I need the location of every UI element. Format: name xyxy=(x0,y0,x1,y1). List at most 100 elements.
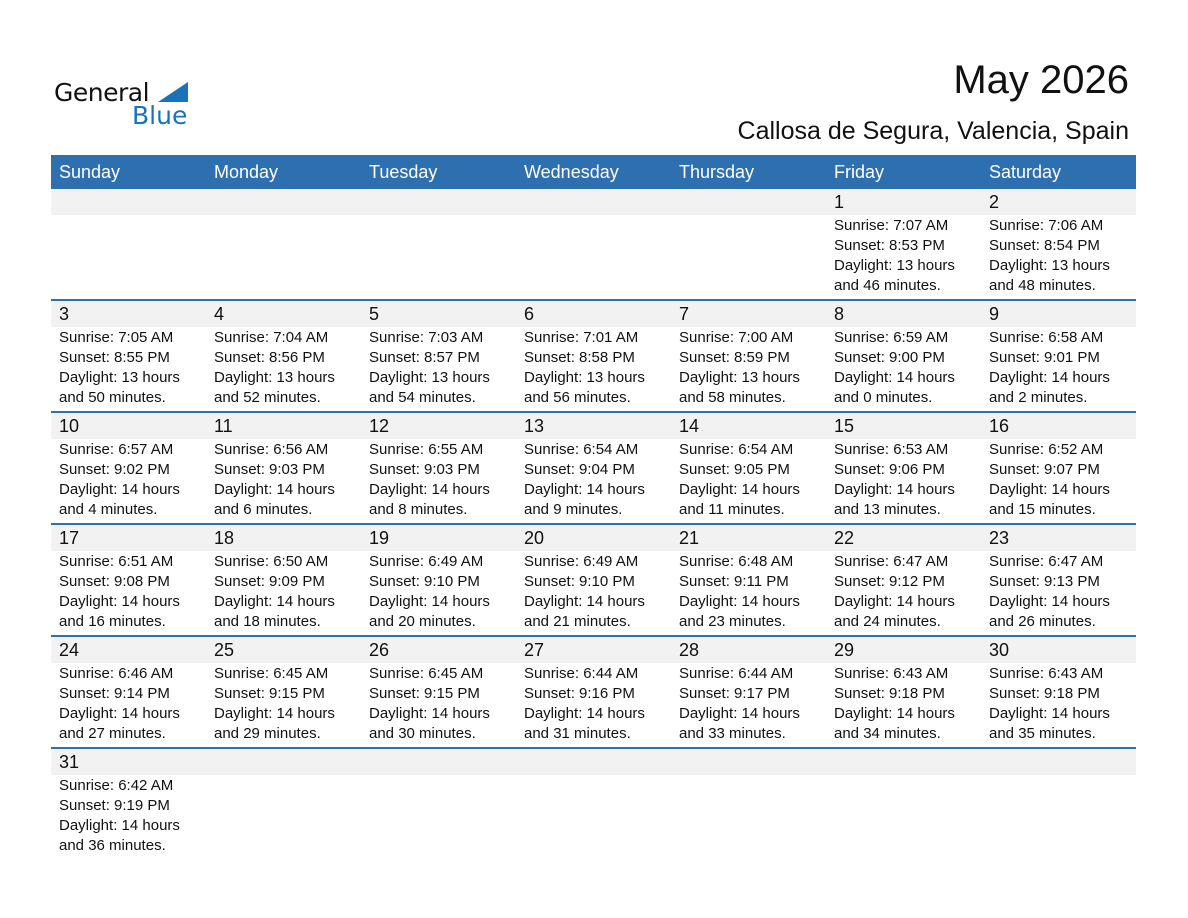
sunset-text: Sunset: 9:07 PM xyxy=(989,461,1100,478)
day-number: 9 xyxy=(981,301,1136,327)
day-info: Sunrise: 7:07 AM Sunset: 8:53 PM Daylight:… xyxy=(826,215,981,299)
sunrise-text: Sunrise: 6:48 AM xyxy=(679,553,794,570)
sunrise-text: Sunrise: 6:50 AM xyxy=(214,553,329,570)
daylight-text: Daylight: 14 hours xyxy=(524,481,645,498)
sunset-text: Sunset: 9:10 PM xyxy=(369,573,480,590)
daylight-text: Daylight: 14 hours xyxy=(524,593,645,610)
sunset-text: Sunset: 9:18 PM xyxy=(989,685,1100,702)
weekday-thursday: Thursday xyxy=(679,162,755,182)
minutes-text: and 23 minutes. xyxy=(679,613,786,630)
day-number xyxy=(516,749,671,775)
sunrise-text: Sunrise: 6:47 AM xyxy=(989,553,1104,570)
minutes-text: and 34 minutes. xyxy=(834,725,941,742)
daylight-text: Daylight: 14 hours xyxy=(369,481,490,498)
day-cell: 27 Sunrise: 6:44 AM Sunset: 9:16 PM Dayligh… xyxy=(516,637,671,747)
day-cell: 2 Sunrise: 7:06 AM Sunset: 8:54 PM Daylight… xyxy=(981,189,1136,299)
weekday-friday: Friday xyxy=(834,162,885,182)
empty-space xyxy=(671,215,826,299)
week-row: 1 Sunrise: 7:07 AM Sunset: 8:53 PM Daylight… xyxy=(51,189,1136,299)
empty-space xyxy=(51,215,206,299)
day-info: Sunrise: 7:04 AM Sunset: 8:56 PM Daylight:… xyxy=(206,327,361,411)
sunset-text: Sunset: 8:56 PM xyxy=(214,349,325,366)
sunset-text: Sunset: 9:02 PM xyxy=(59,461,170,478)
day-number: 23 xyxy=(981,525,1136,551)
day-cell: 22 Sunrise: 6:47 AM Sunset: 9:12 PM Dayligh… xyxy=(826,525,981,635)
sunset-text: Sunset: 9:01 PM xyxy=(989,349,1100,366)
day-cell: 12 Sunrise: 6:55 AM Sunset: 9:03 PM Dayligh… xyxy=(361,413,516,523)
minutes-text: and 30 minutes. xyxy=(369,725,476,742)
day-number: 14 xyxy=(671,413,826,439)
daylight-text: Daylight: 14 hours xyxy=(214,593,335,610)
day-number: 20 xyxy=(516,525,671,551)
day-number: 12 xyxy=(361,413,516,439)
day-info: Sunrise: 7:06 AM Sunset: 8:54 PM Daylight:… xyxy=(981,215,1136,299)
day-number: 28 xyxy=(671,637,826,663)
day-info: Sunrise: 6:49 AM Sunset: 9:10 PM Daylight:… xyxy=(361,551,516,635)
sunset-text: Sunset: 8:57 PM xyxy=(369,349,480,366)
day-number: 2 xyxy=(981,189,1136,215)
daylight-text: Daylight: 14 hours xyxy=(834,705,955,722)
day-info: Sunrise: 6:54 AM Sunset: 9:04 PM Daylight:… xyxy=(516,439,671,523)
empty-cell xyxy=(361,189,516,299)
day-info: Sunrise: 6:52 AM Sunset: 9:07 PM Daylight:… xyxy=(981,439,1136,523)
daylight-text: Daylight: 14 hours xyxy=(679,593,800,610)
day-info: Sunrise: 6:44 AM Sunset: 9:17 PM Daylight:… xyxy=(671,663,826,747)
sunrise-text: Sunrise: 6:53 AM xyxy=(834,441,949,458)
minutes-text: and 15 minutes. xyxy=(989,501,1096,518)
day-number: 19 xyxy=(361,525,516,551)
sunrise-text: Sunrise: 6:42 AM xyxy=(59,777,174,794)
sunrise-text: Sunrise: 6:54 AM xyxy=(679,441,794,458)
day-number: 3 xyxy=(51,301,206,327)
sunrise-text: Sunrise: 6:58 AM xyxy=(989,329,1104,346)
daylight-text: Daylight: 14 hours xyxy=(989,705,1110,722)
minutes-text: and 6 minutes. xyxy=(214,501,313,518)
empty-cell xyxy=(981,749,1136,859)
day-cell: 15 Sunrise: 6:53 AM Sunset: 9:06 PM Dayligh… xyxy=(826,413,981,523)
day-info: Sunrise: 6:44 AM Sunset: 9:16 PM Daylight:… xyxy=(516,663,671,747)
sunrise-text: Sunrise: 6:55 AM xyxy=(369,441,484,458)
day-info: Sunrise: 6:55 AM Sunset: 9:03 PM Daylight:… xyxy=(361,439,516,523)
empty-cell xyxy=(361,749,516,859)
day-number: 17 xyxy=(51,525,206,551)
day-number: 29 xyxy=(826,637,981,663)
day-number: 13 xyxy=(516,413,671,439)
sunrise-text: Sunrise: 7:01 AM xyxy=(524,329,639,346)
week-row: 17 Sunrise: 6:51 AM Sunset: 9:08 PM Dayligh… xyxy=(51,523,1136,635)
sunset-text: Sunset: 9:16 PM xyxy=(524,685,635,702)
minutes-text: and 35 minutes. xyxy=(989,725,1096,742)
daylight-text: Daylight: 14 hours xyxy=(59,481,180,498)
weekday-tuesday: Tuesday xyxy=(369,162,438,182)
minutes-text: and 2 minutes. xyxy=(989,389,1088,406)
logo-triangle-icon xyxy=(158,82,188,102)
day-number: 21 xyxy=(671,525,826,551)
day-cell: 13 Sunrise: 6:54 AM Sunset: 9:04 PM Dayligh… xyxy=(516,413,671,523)
weekday-header: Sunday Monday Tuesday Wednesday Thursday Frid… xyxy=(51,155,1136,189)
minutes-text: and 52 minutes. xyxy=(214,389,321,406)
day-info: Sunrise: 6:47 AM Sunset: 9:13 PM Daylight:… xyxy=(981,551,1136,635)
sunset-text: Sunset: 9:19 PM xyxy=(59,797,170,814)
day-number: 11 xyxy=(206,413,361,439)
empty-cell xyxy=(671,749,826,859)
daylight-text: Daylight: 14 hours xyxy=(59,817,180,834)
minutes-text: and 8 minutes. xyxy=(369,501,468,518)
day-info: Sunrise: 6:47 AM Sunset: 9:12 PM Daylight:… xyxy=(826,551,981,635)
daylight-text: Daylight: 14 hours xyxy=(989,369,1110,386)
day-cell: 16 Sunrise: 6:52 AM Sunset: 9:07 PM Dayligh… xyxy=(981,413,1136,523)
day-cell: 18 Sunrise: 6:50 AM Sunset: 9:09 PM Dayligh… xyxy=(206,525,361,635)
sunrise-text: Sunrise: 6:44 AM xyxy=(679,665,794,682)
daylight-text: Daylight: 14 hours xyxy=(214,705,335,722)
sunrise-text: Sunrise: 6:51 AM xyxy=(59,553,174,570)
daylight-text: Daylight: 14 hours xyxy=(59,705,180,722)
day-number xyxy=(51,189,206,215)
sunrise-text: Sunrise: 6:54 AM xyxy=(524,441,639,458)
minutes-text: and 21 minutes. xyxy=(524,613,631,630)
daylight-text: Daylight: 13 hours xyxy=(369,369,490,386)
sunset-text: Sunset: 9:09 PM xyxy=(214,573,325,590)
weekday-saturday: Saturday xyxy=(989,162,1062,182)
sunset-text: Sunset: 8:59 PM xyxy=(679,349,790,366)
day-info: Sunrise: 6:43 AM Sunset: 9:18 PM Daylight:… xyxy=(981,663,1136,747)
day-cell: 5 Sunrise: 7:03 AM Sunset: 8:57 PM Daylight… xyxy=(361,301,516,411)
sunrise-text: Sunrise: 6:56 AM xyxy=(214,441,329,458)
day-number xyxy=(826,749,981,775)
week-row: 31 Sunrise: 6:42 AM Sunset: 9:19 PM Dayligh… xyxy=(51,747,1136,859)
